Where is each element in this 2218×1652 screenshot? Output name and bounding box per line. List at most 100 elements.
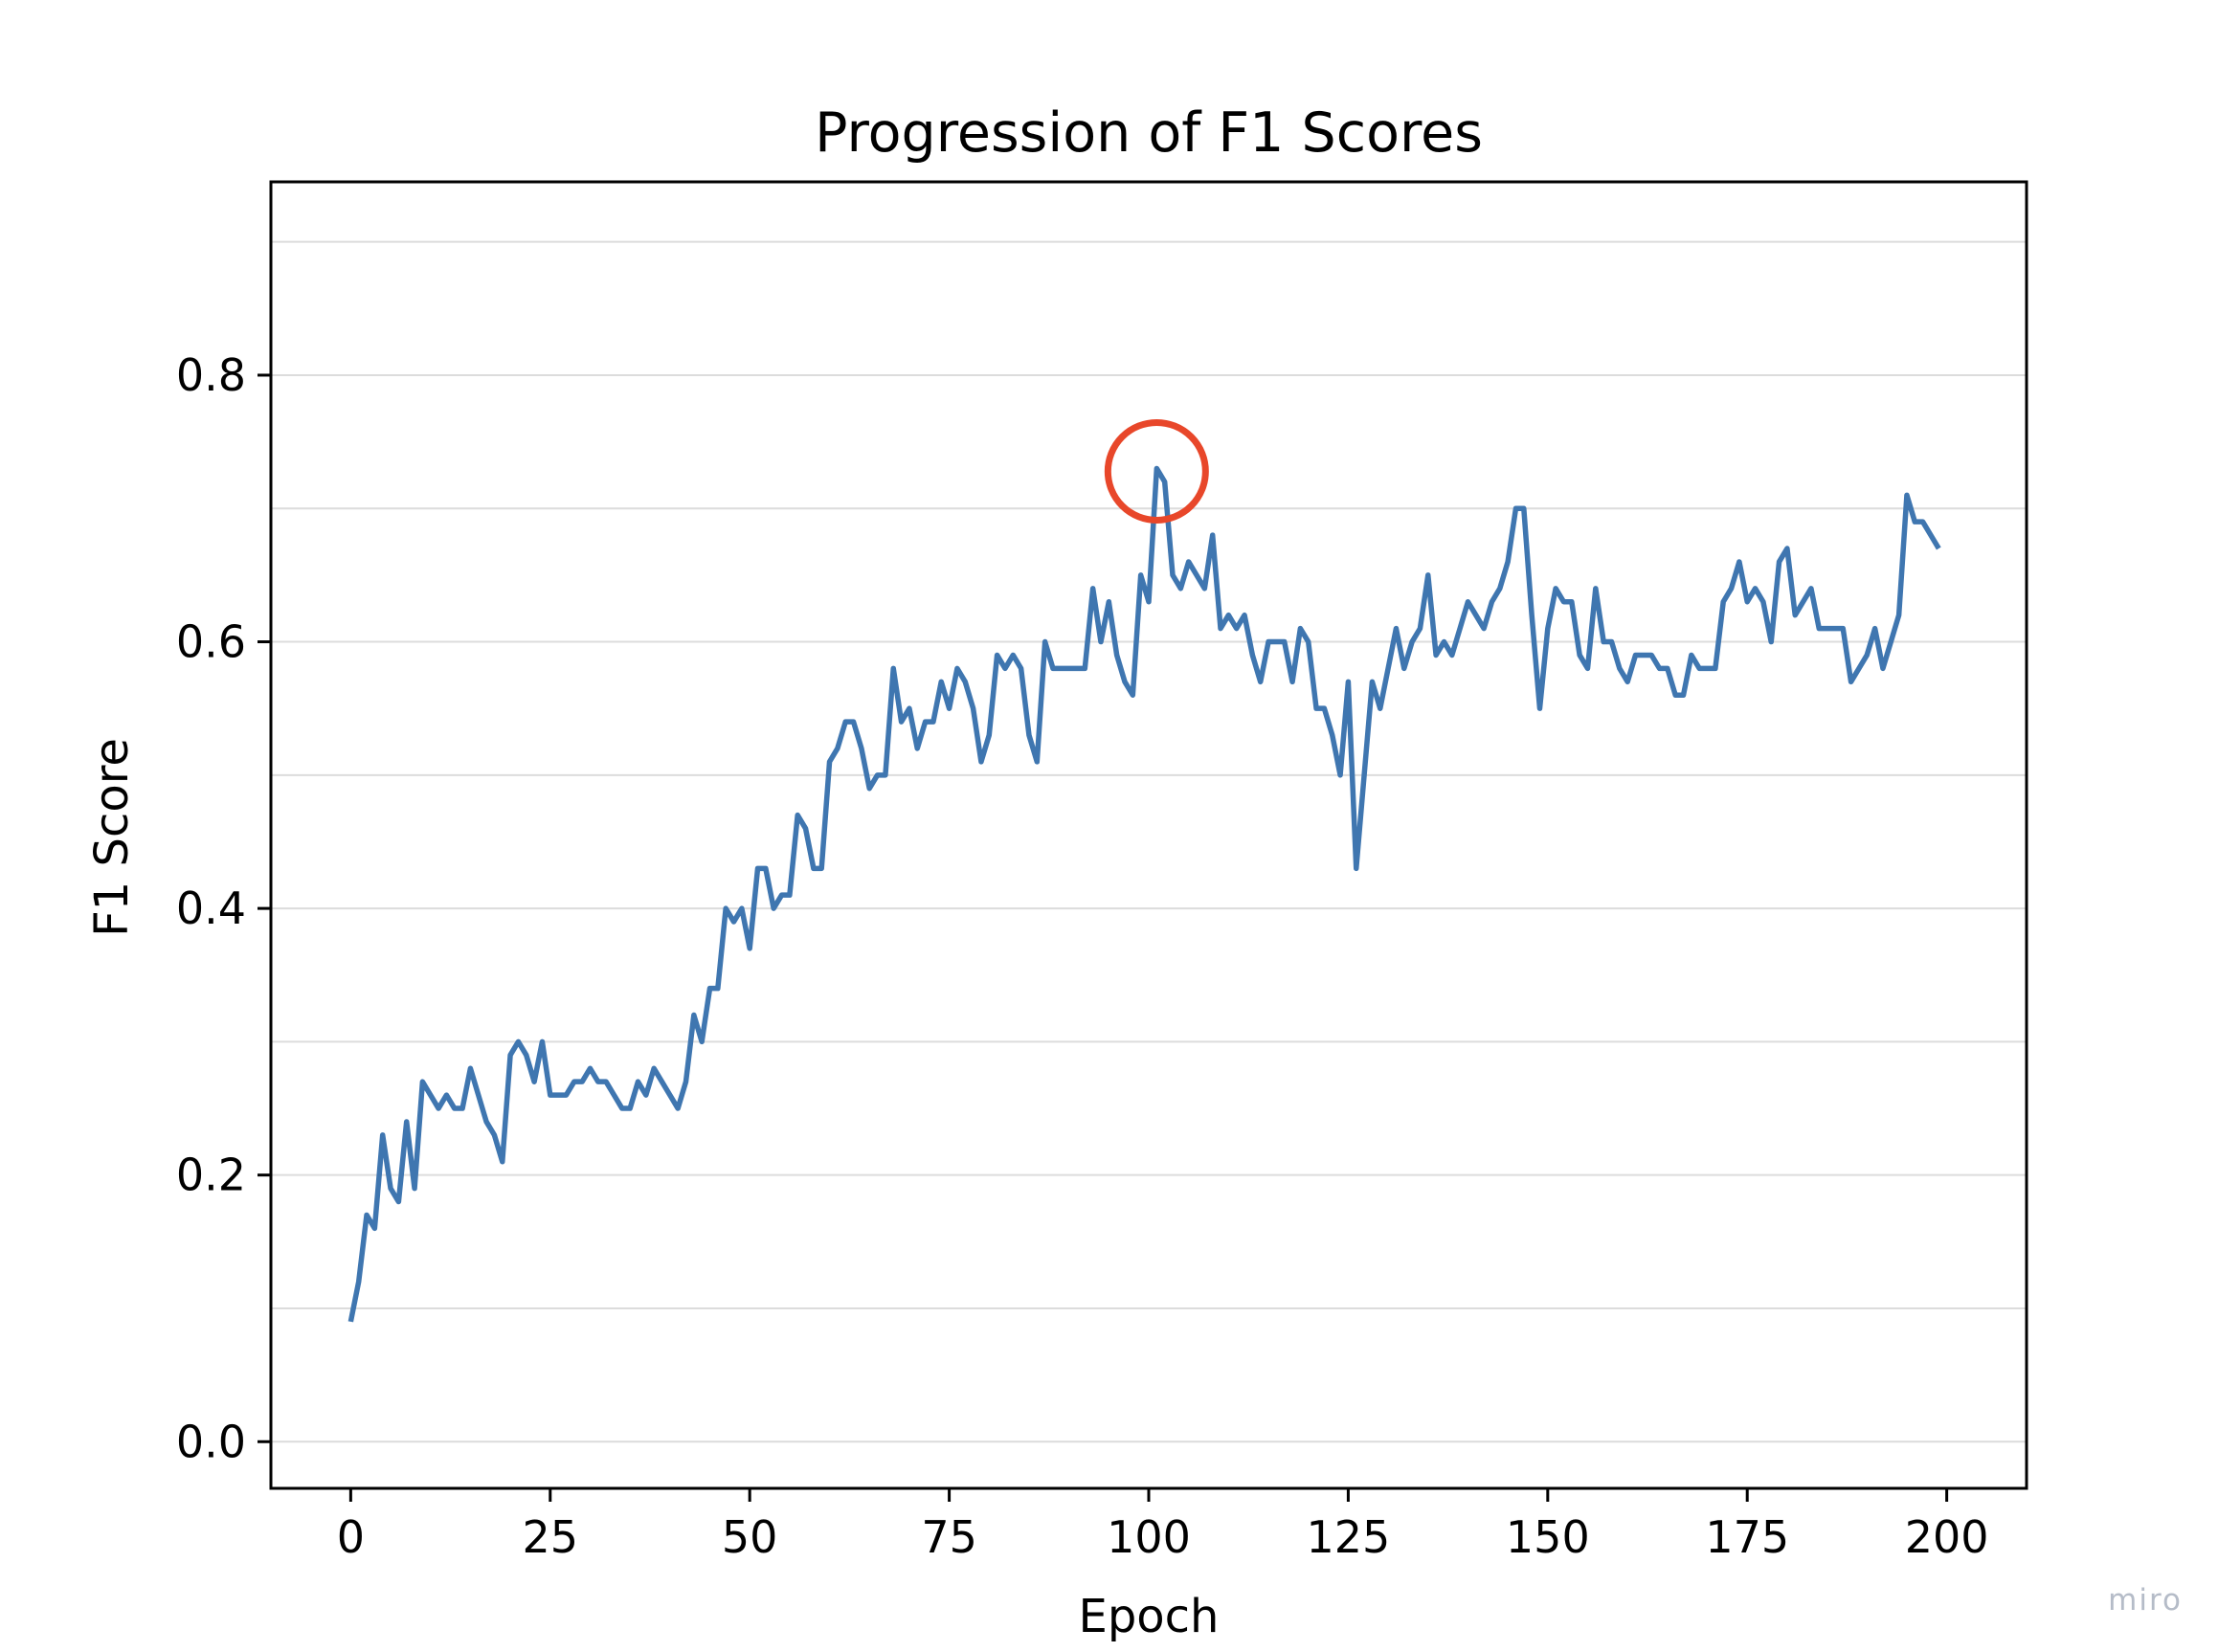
data-point: [549, 1093, 552, 1097]
y-tick-label: 0.6: [176, 616, 246, 668]
data-point: [1219, 627, 1222, 631]
data-point: [740, 906, 744, 910]
data-point: [1554, 587, 1557, 591]
data-point: [748, 947, 751, 950]
data-point: [907, 706, 911, 710]
data-point: [556, 1093, 560, 1097]
data-point: [795, 814, 799, 817]
data-point: [1259, 680, 1263, 683]
data-point: [1857, 666, 1861, 670]
data-point: [1402, 666, 1406, 670]
data-point: [1442, 640, 1445, 644]
x-axis-ticks: 0 25 50 75 100 125 150 175 200: [337, 1488, 1989, 1563]
x-tick-label: 0: [337, 1511, 365, 1563]
data-point: [460, 1106, 464, 1110]
data-point: [1274, 640, 1278, 644]
data-point: [1586, 666, 1590, 670]
data-point: [804, 827, 808, 831]
data-point: [1905, 493, 1909, 497]
data-point: [1131, 693, 1134, 697]
data-point: [1721, 600, 1725, 604]
data-point: [1250, 653, 1254, 657]
x-tick-label: 75: [921, 1511, 977, 1563]
data-point: [772, 906, 775, 910]
data-point: [1769, 640, 1773, 644]
data-point: [1027, 733, 1031, 737]
data-point: [1067, 666, 1071, 670]
data-point: [540, 1039, 544, 1043]
data-point: [1290, 680, 1294, 683]
data-point: [484, 1120, 488, 1124]
x-tick-label: 125: [1307, 1511, 1391, 1563]
data-point: [612, 1093, 616, 1097]
data-point: [1754, 587, 1758, 591]
data-point: [636, 1080, 639, 1083]
data-point: [1091, 587, 1095, 591]
data-point: [1115, 653, 1119, 657]
x-axis-label: Epoch: [1079, 1590, 1220, 1643]
data-point: [692, 1014, 696, 1017]
data-point: [1937, 547, 1940, 550]
data-point: [1561, 600, 1565, 604]
data-point: [1873, 627, 1877, 631]
data-point: [1307, 640, 1311, 644]
data-point: [1673, 693, 1677, 697]
data-point: [1841, 627, 1845, 631]
data-point: [1331, 733, 1334, 737]
x-tick-label: 200: [1905, 1511, 1989, 1563]
data-point: [987, 733, 991, 737]
data-point: [884, 773, 887, 777]
x-tick-label: 175: [1705, 1511, 1789, 1563]
data-point: [348, 1320, 352, 1324]
data-point: [1426, 573, 1430, 577]
data-point: [1714, 666, 1717, 670]
data-point: [588, 1066, 592, 1070]
data-point: [1059, 666, 1063, 670]
data-point: [1881, 666, 1885, 670]
data-point: [1235, 627, 1239, 631]
data-point: [1355, 866, 1358, 870]
data-point: [1011, 653, 1015, 657]
data-point: [700, 1039, 704, 1043]
data-point: [405, 1120, 409, 1124]
data-point: [1322, 706, 1326, 710]
data-point: [1666, 666, 1669, 670]
data-point: [1745, 600, 1749, 604]
y-tick-label: 0.0: [176, 1416, 246, 1467]
data-point: [1410, 640, 1414, 644]
data-point: [1513, 506, 1517, 510]
data-point: [1634, 653, 1638, 657]
y-axis-label: F1 Score: [85, 738, 139, 937]
data-point: [1490, 600, 1493, 604]
data-point: [668, 1093, 672, 1097]
data-point: [915, 747, 919, 750]
data-point: [972, 706, 975, 710]
data-point: [1171, 573, 1175, 577]
data-point: [852, 720, 856, 724]
data-point: [676, 1106, 680, 1110]
data-point: [628, 1106, 632, 1110]
data-point: [437, 1106, 440, 1110]
data-point: [1154, 466, 1158, 470]
x-tick-label: 50: [722, 1511, 778, 1563]
data-point: [1107, 600, 1110, 604]
data-point: [1642, 653, 1646, 657]
data-point: [1314, 706, 1318, 710]
data-point: [1386, 666, 1390, 670]
data-point: [1075, 666, 1079, 670]
data-point: [620, 1106, 624, 1110]
data-point: [1226, 614, 1230, 617]
data-point: [1243, 614, 1246, 617]
data-point: [413, 1187, 416, 1191]
miro-watermark: miro: [2108, 1583, 2183, 1618]
data-point: [683, 1080, 687, 1083]
data-point: [1003, 666, 1007, 670]
data-point: [660, 1080, 663, 1083]
data-point: [532, 1080, 536, 1083]
data-point: [1913, 520, 1916, 524]
data-point: [1889, 640, 1893, 644]
data-point: [1778, 560, 1781, 564]
data-point: [1761, 600, 1765, 604]
data-point: [453, 1106, 457, 1110]
data-point: [357, 1280, 361, 1284]
